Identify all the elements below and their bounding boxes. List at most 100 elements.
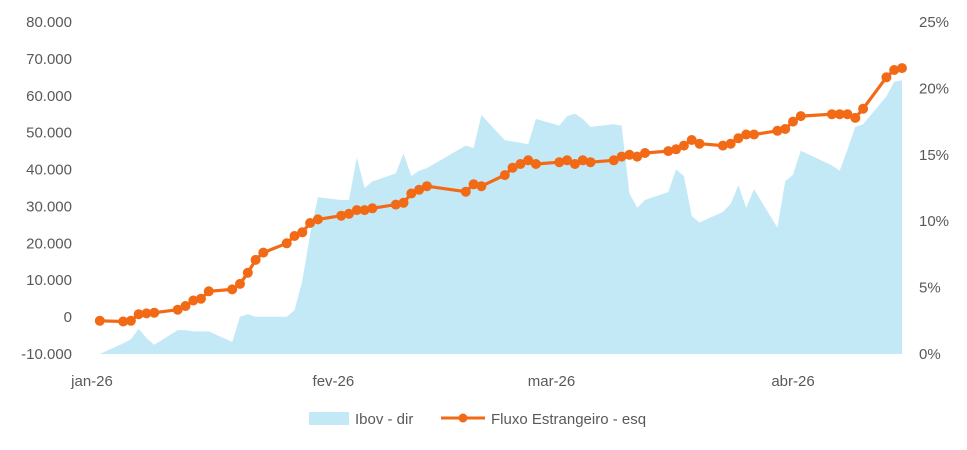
fluxo-point xyxy=(196,293,206,304)
fluxo-point xyxy=(897,63,907,74)
fluxo-point xyxy=(826,109,837,120)
fluxo-point xyxy=(694,138,705,149)
fluxo-point xyxy=(834,109,845,120)
fluxo-point xyxy=(305,218,316,228)
fluxo-point xyxy=(881,72,892,83)
left-axis-tick-label: -10.000 xyxy=(21,346,72,363)
fluxo-point xyxy=(678,140,689,151)
fluxo-point xyxy=(351,205,362,216)
left-axis-tick-label: 0 xyxy=(64,309,72,326)
left-axis-tick-label: 80.000 xyxy=(26,14,72,31)
fluxo-point xyxy=(577,155,588,166)
left-axis-tick-label: 10.000 xyxy=(26,272,72,289)
right-axis-tick-label: 20% xyxy=(919,80,949,97)
fluxo-point xyxy=(468,179,479,190)
fluxo-point xyxy=(118,316,129,327)
legend-swatch-ibov xyxy=(309,412,349,425)
x-axis-tick-label: abr-26 xyxy=(771,373,814,390)
legend-swatch-fluxo-marker xyxy=(458,413,468,423)
fluxo-point xyxy=(562,155,573,166)
left-axis: -10.000 0 10.000 20.000 30.000 40.000 50.000 60… xyxy=(21,14,72,363)
fluxo-point xyxy=(141,308,152,319)
left-axis-tick-label: 40.000 xyxy=(26,162,72,179)
fluxo-point xyxy=(242,267,253,278)
left-axis-tick-label: 30.000 xyxy=(26,198,72,215)
legend-label-fluxo: Fluxo Estrangeiro - esq xyxy=(491,411,646,428)
fluxo-point xyxy=(133,309,144,320)
ibov-area xyxy=(99,80,903,355)
fluxo-point xyxy=(250,254,261,265)
fluxo-point xyxy=(741,129,752,140)
fluxo-point xyxy=(149,307,160,318)
fluxo-point xyxy=(608,155,619,166)
fluxo-point xyxy=(850,112,861,123)
right-axis-tick-label: 15% xyxy=(919,147,949,164)
fluxo-point xyxy=(717,140,728,151)
fluxo-point xyxy=(289,231,300,241)
fluxo-point xyxy=(686,135,697,145)
fluxo-point xyxy=(203,286,214,297)
x-axis-tick-label: fev-26 xyxy=(313,373,355,390)
fluxo-point xyxy=(344,208,354,219)
left-axis-tick-label: 60.000 xyxy=(26,88,72,105)
fluxo-point xyxy=(788,116,798,127)
fluxo-point xyxy=(227,284,238,295)
fluxo-point xyxy=(398,197,409,208)
fluxo-point xyxy=(297,227,308,238)
fluxo-point xyxy=(585,157,596,168)
x-axis-tick-label: jan-26 xyxy=(70,373,113,390)
fluxo-point xyxy=(281,238,292,249)
fluxo-point xyxy=(795,111,806,122)
fluxo-point xyxy=(624,149,635,160)
right-axis-tick-label: 25% xyxy=(919,14,949,31)
fluxo-point xyxy=(554,157,565,168)
fluxo-point xyxy=(421,181,432,192)
fluxo-point xyxy=(235,278,245,289)
fluxo-point xyxy=(180,301,191,311)
fluxo-point xyxy=(569,159,580,169)
fluxo-point xyxy=(258,247,269,258)
left-axis-tick-label: 70.000 xyxy=(26,51,72,68)
fluxo-point xyxy=(460,186,471,197)
fluxo-point xyxy=(172,304,183,315)
left-axis-tick-label: 50.000 xyxy=(26,125,72,142)
fluxo-point xyxy=(530,159,541,169)
fluxo-point xyxy=(336,210,347,221)
right-axis-tick-label: 0% xyxy=(919,346,941,363)
legend-label-ibov: Ibov - dir xyxy=(355,411,413,428)
fluxo-point xyxy=(523,155,534,166)
fluxo-point xyxy=(632,151,643,162)
fluxo-point xyxy=(312,214,323,225)
legend: Ibov - dir Fluxo Estrangeiro - esq xyxy=(309,411,646,428)
fluxo-point xyxy=(94,315,105,326)
right-axis-tick-label: 10% xyxy=(919,213,949,230)
fluxo-point xyxy=(367,203,378,214)
fluxo-point xyxy=(780,124,791,134)
fluxo-point xyxy=(616,151,627,162)
fluxo-point xyxy=(663,146,674,157)
fluxo-point xyxy=(725,138,736,149)
fluxo-point xyxy=(749,129,759,140)
right-axis: 0% 5% 10% 15% 20% 25% xyxy=(919,14,949,363)
fluxo-point xyxy=(390,199,401,210)
fluxo-point xyxy=(889,65,900,75)
left-axis-tick-label: 20.000 xyxy=(26,235,72,252)
x-axis-tick-label: mar-26 xyxy=(528,373,576,390)
fluxo-point xyxy=(733,133,744,144)
ibov-area-layer xyxy=(99,80,903,355)
fluxo-point xyxy=(125,315,136,326)
right-axis-tick-label: 5% xyxy=(919,280,941,297)
fluxo-point xyxy=(499,170,510,181)
fluxo-point xyxy=(842,109,853,120)
fluxo-point xyxy=(772,125,783,136)
fluxo-point xyxy=(476,181,487,192)
fluxo-point xyxy=(640,148,650,158)
fluxo-point xyxy=(414,184,425,195)
fluxo-line-layer xyxy=(94,63,907,327)
x-axis: jan-26 fev-26 mar-26 abr-26 xyxy=(70,373,815,390)
fluxo-point xyxy=(359,205,370,216)
fluxo-point xyxy=(515,159,526,169)
fluxo-point xyxy=(858,103,869,114)
